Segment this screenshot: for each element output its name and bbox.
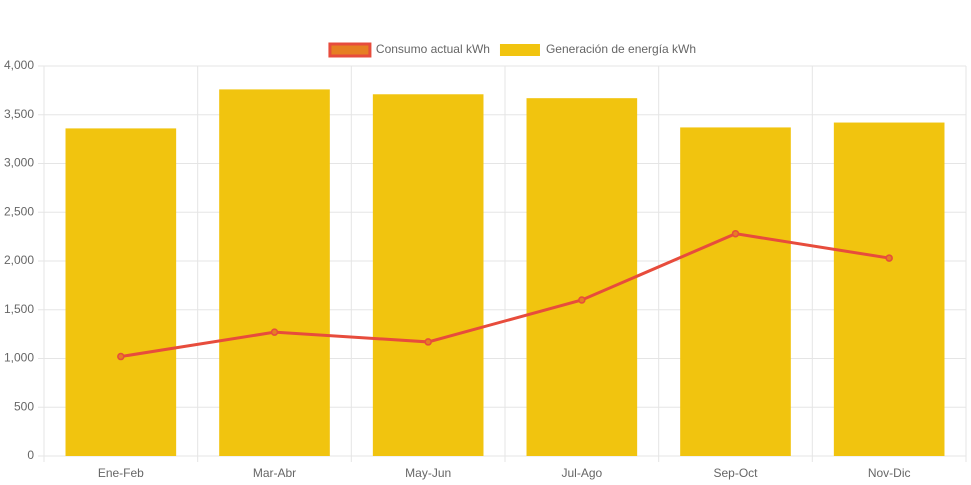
- point: [731, 229, 740, 238]
- point: [117, 352, 125, 361]
- legend-label[interactable]: Consumo actual kWh: [376, 42, 490, 56]
- x-tick-label: Nov-Dic: [868, 466, 911, 480]
- x-tick-label: Jul-Ago: [561, 466, 602, 480]
- y-tick-label: 3,000: [4, 156, 34, 170]
- bar: [680, 127, 791, 457]
- legend-swatch[interactable]: [499, 44, 540, 56]
- y-tick-label: 3,500: [4, 107, 34, 121]
- point: [270, 328, 279, 336]
- y-tick-label: 2,500: [4, 204, 34, 218]
- bar: [526, 98, 638, 457]
- y-tick-label: 1,000: [4, 351, 34, 365]
- bar: [833, 122, 945, 457]
- bar: [65, 128, 177, 456]
- y-tick-label: 1,500: [4, 302, 34, 316]
- point: [885, 254, 893, 262]
- x-tick-label: Mar-Abr: [253, 466, 296, 480]
- line: [120, 232, 890, 359]
- x-tick-label: Ene-Feb: [98, 466, 144, 480]
- x-tick-label: May-Jun: [405, 466, 451, 480]
- legend-label[interactable]: Generación de energía kWh: [546, 42, 696, 56]
- y-tick-label: 500: [14, 399, 34, 413]
- y-tick-label: 0: [27, 448, 34, 462]
- bar: [372, 94, 484, 457]
- y-tick-label: 2,000: [4, 253, 34, 267]
- point: [578, 296, 586, 304]
- x-tick-label: Sep-Oct: [713, 466, 758, 480]
- bar: [219, 89, 330, 457]
- point: [424, 338, 432, 346]
- legend-swatch[interactable]: [328, 42, 372, 58]
- y-tick-label: 4,000: [4, 58, 34, 72]
